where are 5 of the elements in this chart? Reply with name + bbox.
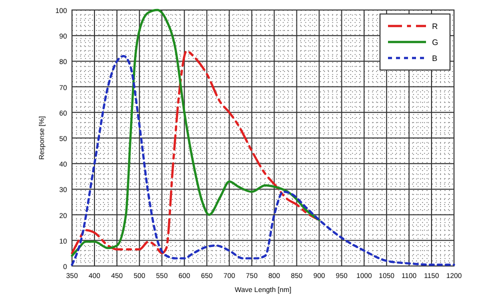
line-series bbox=[70, 54, 456, 266]
legend-label: R bbox=[432, 22, 438, 31]
legend-label: G bbox=[432, 38, 438, 47]
legend-label: B bbox=[432, 54, 438, 63]
line-series bbox=[70, 8, 320, 257]
